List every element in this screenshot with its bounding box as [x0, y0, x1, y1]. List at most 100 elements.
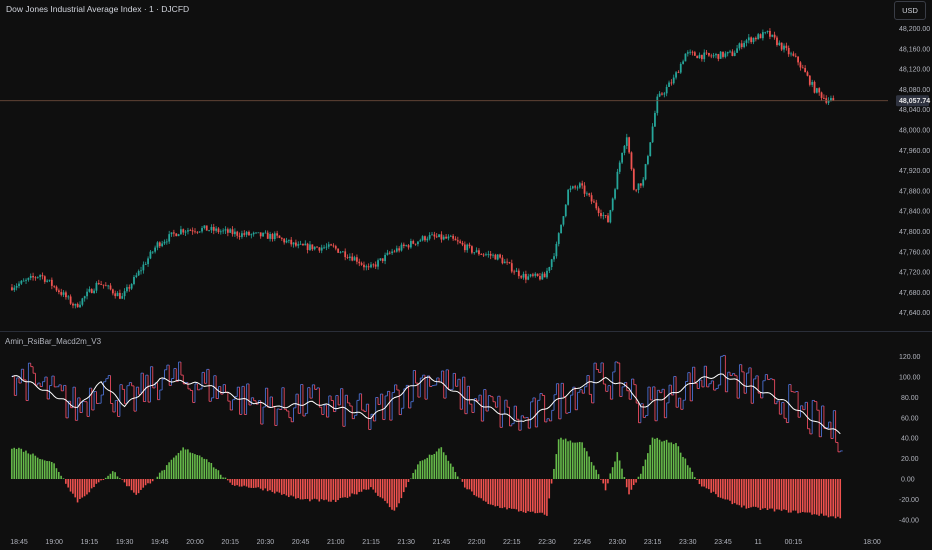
candle-body	[93, 290, 95, 294]
histogram-bar	[496, 479, 499, 506]
histogram-bar	[170, 459, 173, 479]
histogram-bar	[32, 453, 34, 479]
histogram-bar	[787, 479, 790, 513]
candle-body	[567, 189, 570, 205]
candle-body	[726, 51, 729, 54]
histogram-bar	[804, 479, 806, 513]
histogram-bar	[675, 442, 677, 479]
time-tick-label: 23:45	[714, 539, 732, 546]
histogram-bar	[506, 479, 508, 510]
histogram-bar	[827, 479, 830, 518]
time-tick-label: 18:45	[10, 539, 28, 546]
candle-body	[790, 53, 792, 55]
histogram-bar	[529, 479, 532, 512]
candle-body	[618, 162, 621, 172]
price-tick-label: 47,680.00	[899, 290, 930, 297]
histogram-bar	[630, 479, 633, 490]
candle-body	[191, 230, 194, 232]
candle-body	[316, 246, 318, 248]
histogram-bar	[754, 479, 757, 507]
histogram-bar	[564, 438, 567, 479]
histogram-bar	[517, 479, 520, 512]
histogram-bar	[801, 479, 804, 512]
histogram-bar	[769, 479, 771, 509]
candle-body	[219, 231, 222, 233]
currency-button[interactable]: USD	[894, 1, 926, 20]
histogram-bar	[823, 479, 825, 516]
price-tick-label: 48,000.00	[899, 128, 930, 135]
candle-body	[226, 229, 229, 233]
candle-body	[557, 233, 560, 244]
candle-body	[208, 230, 210, 232]
candle-body	[454, 238, 457, 241]
histogram-bar	[405, 479, 407, 488]
histogram-bar	[370, 479, 372, 488]
histogram-bar	[736, 479, 738, 505]
histogram-bar	[595, 469, 597, 479]
candle-body	[548, 267, 551, 271]
histogram-bar	[222, 477, 224, 479]
indicator-axis[interactable]: 120.00 100.00 80.00 60.00 40.00 20.00 0.00 -20.…	[899, 354, 921, 524]
candle-body	[365, 266, 368, 268]
candle-body	[588, 193, 591, 196]
histogram-bar	[513, 479, 515, 509]
indicator-name[interactable]: Amin_RsiBar_Macd2m_V3	[5, 337, 102, 346]
candle-body	[133, 276, 135, 284]
histogram-bar	[306, 479, 309, 499]
histogram-bar	[217, 470, 220, 479]
histogram-bar	[278, 479, 281, 493]
time-axis[interactable]: 18:45 19:00 19:15 19:30 19:45 20:00 20:15 20:30…	[10, 539, 881, 546]
candle-body	[104, 285, 107, 287]
candle-body	[508, 262, 511, 264]
candle-body	[409, 241, 412, 248]
histogram-bar	[140, 479, 142, 490]
histogram-bar	[165, 465, 168, 479]
histogram-bar	[252, 479, 255, 488]
histogram-bar	[663, 440, 666, 479]
candle-body	[233, 231, 236, 235]
candle-body	[609, 210, 612, 223]
price-axis[interactable]: 48,200.00 48,160.00 48,120.00 48,080.00 48,0…	[899, 26, 930, 317]
histogram-bar	[109, 473, 112, 479]
candle-body	[13, 287, 16, 291]
candle-body	[69, 296, 72, 304]
candle-body	[661, 93, 663, 95]
candle-body	[466, 244, 469, 251]
candle-body	[189, 230, 192, 232]
candle-body	[217, 228, 220, 233]
candle-body	[492, 254, 494, 256]
histogram-bar	[123, 479, 126, 483]
candle-body	[372, 264, 375, 266]
candle-body	[773, 34, 776, 38]
histogram-bar	[259, 479, 262, 489]
histogram-bar	[794, 479, 797, 511]
histogram-bar	[175, 455, 177, 479]
candle-body	[262, 232, 264, 237]
histogram-bar	[499, 479, 501, 508]
symbol-title[interactable]: Dow Jones Industrial Average Index · 1 ·…	[6, 4, 190, 14]
candle-body	[452, 235, 455, 239]
histogram-bar	[236, 479, 238, 486]
candle-body	[691, 51, 694, 53]
candle-body	[806, 72, 809, 76]
histogram-bar	[107, 475, 109, 479]
histogram-bar	[602, 479, 605, 484]
histogram-bar	[241, 479, 243, 487]
candle-body	[468, 244, 471, 247]
histogram-bar	[501, 479, 504, 509]
candle-body	[740, 43, 743, 48]
candle-body	[144, 264, 147, 265]
candle-body	[607, 215, 609, 223]
candle-body	[377, 260, 379, 267]
candle-body	[36, 276, 39, 278]
histogram-bar	[391, 479, 393, 510]
candle-body	[670, 82, 673, 84]
candle-body	[20, 280, 23, 284]
candle-body	[487, 253, 490, 255]
histogram-bar	[600, 479, 602, 480]
candle-body	[520, 276, 523, 278]
histogram-bar	[747, 479, 750, 509]
histogram-bar	[62, 478, 65, 479]
candle-body	[402, 244, 405, 247]
